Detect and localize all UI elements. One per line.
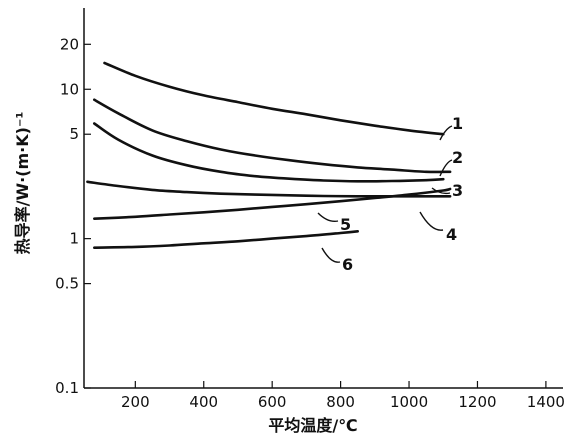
series-line-6 [93, 230, 359, 249]
series-label-1: 1 [452, 114, 463, 133]
series-labels: 1 2 3 4 5 6 [340, 114, 463, 274]
y-axis-label: 热导率/W·(m·K)⁻¹ [13, 112, 32, 255]
x-tick-label: 1200 [458, 393, 496, 411]
y-tick-label: 10 [60, 80, 79, 98]
leader-line-1 [439, 125, 453, 141]
x-tick-label: 600 [258, 393, 287, 411]
series-label-4: 4 [446, 225, 457, 244]
series-label-3: 3 [452, 181, 463, 200]
x-tick-label: 800 [326, 393, 355, 411]
series-lines [86, 61, 452, 249]
y-tick-label: 0.5 [55, 275, 79, 293]
series-line-1 [103, 61, 445, 136]
series-label-6: 6 [342, 255, 353, 274]
x-axis-label: 平均温度/℃ [268, 416, 357, 435]
x-tick-label: 1400 [527, 393, 565, 411]
y-tick-label: 0.1 [55, 379, 79, 397]
y-tick-label: 1 [69, 230, 79, 248]
leader-line-6 [321, 247, 341, 263]
series-label-5: 5 [340, 215, 351, 234]
x-tick-label: 400 [189, 393, 218, 411]
ticks: 200 400 600 800 1000 1200 1400 0.1 0.5 1 5 10 20 [55, 35, 565, 411]
x-tick-label: 200 [121, 393, 150, 411]
y-tick-label: 5 [69, 125, 79, 143]
series-line-2 [93, 98, 452, 174]
series-leader-lines [317, 125, 453, 263]
leader-line-5 [317, 212, 339, 223]
y-tick-label: 20 [60, 35, 79, 53]
x-tick-label: 1000 [390, 393, 428, 411]
leader-line-2 [439, 159, 453, 177]
series-line-3 [93, 122, 445, 183]
series-label-2: 2 [452, 148, 463, 167]
axes [83, 8, 563, 389]
series-line-5 [93, 187, 452, 220]
leader-line-3 [431, 187, 451, 195]
leader-line-4 [419, 211, 444, 231]
series-line-4 [86, 180, 452, 198]
